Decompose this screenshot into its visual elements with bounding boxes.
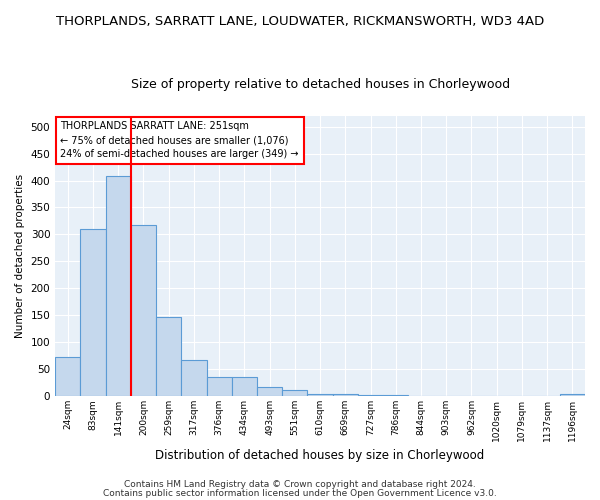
Bar — [55, 358, 80, 397]
Bar — [257, 386, 282, 396]
Title: Size of property relative to detached houses in Chorleywood: Size of property relative to detached ho… — [131, 78, 509, 91]
Y-axis label: Number of detached properties: Number of detached properties — [15, 174, 25, 338]
Bar — [307, 394, 332, 396]
Bar — [358, 394, 383, 396]
X-axis label: Distribution of detached houses by size in Chorleywood: Distribution of detached houses by size … — [155, 450, 485, 462]
Bar — [80, 229, 106, 396]
Text: Contains public sector information licensed under the Open Government Licence v3: Contains public sector information licen… — [103, 488, 497, 498]
Bar — [332, 394, 358, 396]
Bar — [131, 224, 156, 396]
Bar — [282, 390, 307, 396]
Text: THORPLANDS SARRATT LANE: 251sqm
← 75% of detached houses are smaller (1,076)
24%: THORPLANDS SARRATT LANE: 251sqm ← 75% of… — [61, 122, 299, 160]
Bar — [181, 360, 206, 397]
Bar — [560, 394, 585, 396]
Bar — [106, 176, 131, 396]
Bar — [206, 378, 232, 396]
Bar — [156, 317, 181, 396]
Text: THORPLANDS, SARRATT LANE, LOUDWATER, RICKMANSWORTH, WD3 4AD: THORPLANDS, SARRATT LANE, LOUDWATER, RIC… — [56, 15, 544, 28]
Bar — [232, 378, 257, 396]
Text: Contains HM Land Registry data © Crown copyright and database right 2024.: Contains HM Land Registry data © Crown c… — [124, 480, 476, 489]
Bar — [383, 394, 409, 396]
